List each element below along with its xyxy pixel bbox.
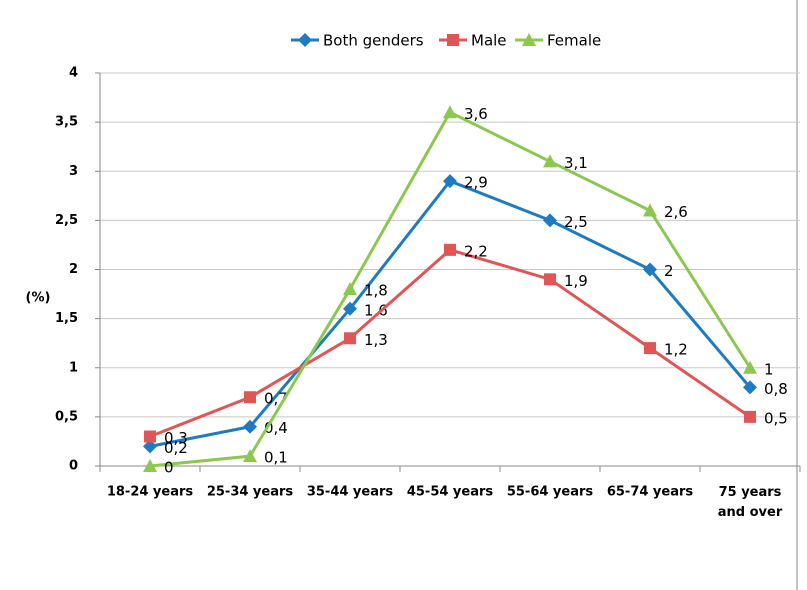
series-line bbox=[149, 110, 752, 468]
legend-label: Male bbox=[471, 32, 507, 50]
y-tick-label: 4 bbox=[69, 66, 78, 81]
data-label: 2 bbox=[664, 262, 674, 280]
marker bbox=[544, 273, 556, 286]
marker bbox=[744, 410, 756, 423]
x-tick-label: 25-34 years bbox=[207, 485, 294, 500]
y-tick-label: 1 bbox=[69, 360, 78, 375]
marker bbox=[643, 203, 657, 217]
data-label: 0,8 bbox=[764, 380, 788, 398]
data-label: 0,2 bbox=[164, 439, 188, 457]
legend-marker bbox=[522, 33, 536, 46]
data-label: 0,3 bbox=[164, 429, 188, 447]
legend-marker bbox=[447, 34, 459, 46]
data-label: 2,2 bbox=[464, 242, 488, 260]
marker bbox=[144, 430, 156, 443]
marker bbox=[644, 342, 656, 355]
data-label: 0,1 bbox=[264, 449, 288, 467]
marker bbox=[444, 243, 456, 256]
data-label: 1,2 bbox=[664, 341, 688, 359]
x-tick-label: 18-24 years bbox=[107, 485, 194, 500]
marker bbox=[143, 459, 157, 472]
y-axis-label: (%) bbox=[26, 291, 51, 306]
x-tick-label: 45-54 years bbox=[407, 485, 494, 500]
data-label: 1 bbox=[764, 360, 774, 378]
data-label: 0,5 bbox=[764, 409, 788, 427]
marker bbox=[743, 360, 757, 374]
marker bbox=[443, 174, 457, 189]
data-label: 2,5 bbox=[564, 213, 588, 231]
marker bbox=[143, 439, 157, 454]
data-label: 1,8 bbox=[364, 282, 388, 300]
marker bbox=[244, 391, 256, 404]
marker bbox=[243, 449, 257, 463]
data-label: 1,3 bbox=[364, 331, 388, 349]
y-tick-label: 2 bbox=[69, 262, 78, 277]
x-tick-label: 35-44 years bbox=[307, 485, 394, 500]
x-tick-label: 55-64 years bbox=[507, 485, 594, 500]
y-tick-label: 3,5 bbox=[55, 115, 78, 130]
marker bbox=[443, 105, 457, 119]
data-label: 1,6 bbox=[364, 301, 388, 319]
x-tick-label: 65-74 years bbox=[607, 485, 694, 500]
data-label: 2,9 bbox=[464, 174, 488, 192]
marker bbox=[643, 262, 657, 277]
y-tick-label: 3 bbox=[69, 164, 78, 179]
legend-label: Female bbox=[547, 32, 601, 50]
marker bbox=[344, 332, 356, 345]
legend-label: Both genders bbox=[323, 32, 424, 50]
data-label: 3,6 bbox=[464, 105, 488, 123]
data-label: 3,1 bbox=[564, 154, 588, 172]
y-tick-label: 0 bbox=[69, 459, 78, 474]
y-tick-label: 0,5 bbox=[55, 409, 78, 424]
x-tick-label: 75 years and over bbox=[718, 485, 783, 520]
data-label: 0 bbox=[164, 459, 174, 477]
data-label: 1,9 bbox=[564, 272, 588, 290]
series-line bbox=[149, 248, 751, 438]
marker bbox=[743, 380, 757, 395]
data-label: 2,6 bbox=[664, 203, 688, 221]
y-tick-label: 2,5 bbox=[55, 213, 78, 228]
marker bbox=[243, 419, 257, 434]
legend-marker bbox=[298, 33, 312, 47]
marker bbox=[543, 213, 557, 228]
marker bbox=[343, 282, 357, 296]
marker bbox=[343, 301, 357, 316]
y-tick-label: 1,5 bbox=[55, 311, 78, 326]
marker bbox=[543, 154, 557, 168]
